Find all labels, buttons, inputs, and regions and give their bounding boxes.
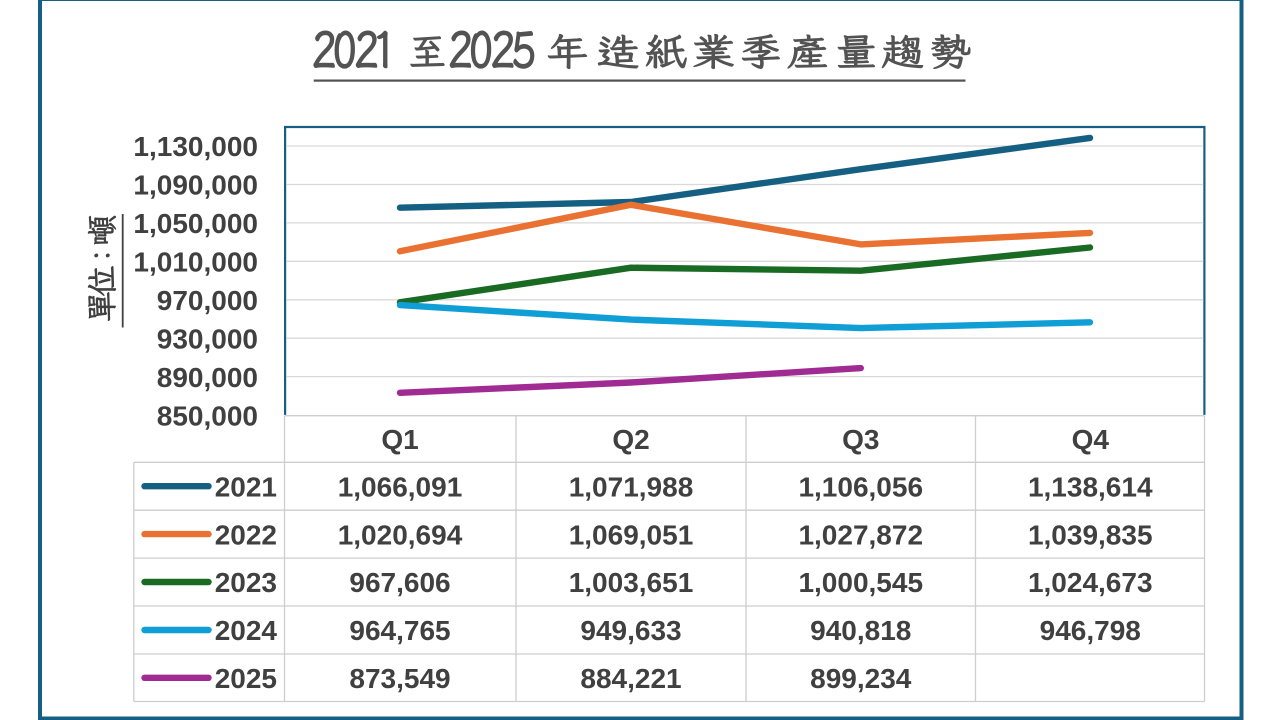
svg-text:964,765: 964,765 bbox=[349, 615, 450, 646]
svg-text:930,000: 930,000 bbox=[157, 323, 258, 354]
svg-text:2025: 2025 bbox=[215, 663, 277, 694]
svg-text:1,066,091: 1,066,091 bbox=[338, 471, 463, 502]
svg-text:1,000,545: 1,000,545 bbox=[798, 567, 923, 598]
svg-text:Q2: Q2 bbox=[612, 424, 649, 455]
svg-text:1,069,051: 1,069,051 bbox=[569, 519, 694, 550]
svg-text:1,106,056: 1,106,056 bbox=[798, 471, 923, 502]
svg-text:1,020,694: 1,020,694 bbox=[338, 519, 463, 550]
svg-text:899,234: 899,234 bbox=[810, 663, 912, 694]
svg-text:1,027,872: 1,027,872 bbox=[798, 519, 923, 550]
svg-text:967,606: 967,606 bbox=[349, 567, 450, 598]
svg-text:1,003,651: 1,003,651 bbox=[569, 567, 694, 598]
svg-text:Q3: Q3 bbox=[842, 424, 879, 455]
svg-text:1,071,988: 1,071,988 bbox=[569, 471, 694, 502]
svg-text:1,024,673: 1,024,673 bbox=[1028, 567, 1153, 598]
svg-text:1,050,000: 1,050,000 bbox=[133, 208, 258, 239]
svg-text:Q1: Q1 bbox=[381, 424, 418, 455]
svg-text:884,221: 884,221 bbox=[580, 663, 681, 694]
svg-text:890,000: 890,000 bbox=[157, 362, 258, 393]
svg-text:949,633: 949,633 bbox=[580, 615, 681, 646]
svg-text:2021: 2021 bbox=[215, 471, 277, 502]
svg-text:946,798: 946,798 bbox=[1040, 615, 1141, 646]
svg-text:2023: 2023 bbox=[215, 567, 277, 598]
svg-text:1,039,835: 1,039,835 bbox=[1028, 519, 1153, 550]
svg-text:873,549: 873,549 bbox=[349, 663, 450, 694]
svg-text:2024: 2024 bbox=[215, 615, 278, 646]
svg-text:1,090,000: 1,090,000 bbox=[133, 170, 258, 201]
svg-text:1,130,000: 1,130,000 bbox=[133, 131, 258, 162]
svg-text:940,818: 940,818 bbox=[810, 615, 911, 646]
svg-text:2022: 2022 bbox=[215, 519, 277, 550]
svg-text:970,000: 970,000 bbox=[157, 285, 258, 316]
svg-text:Q4: Q4 bbox=[1072, 424, 1110, 455]
svg-text:850,000: 850,000 bbox=[157, 401, 258, 432]
svg-text:1,010,000: 1,010,000 bbox=[133, 247, 258, 278]
svg-text:1,138,614: 1,138,614 bbox=[1028, 471, 1153, 502]
